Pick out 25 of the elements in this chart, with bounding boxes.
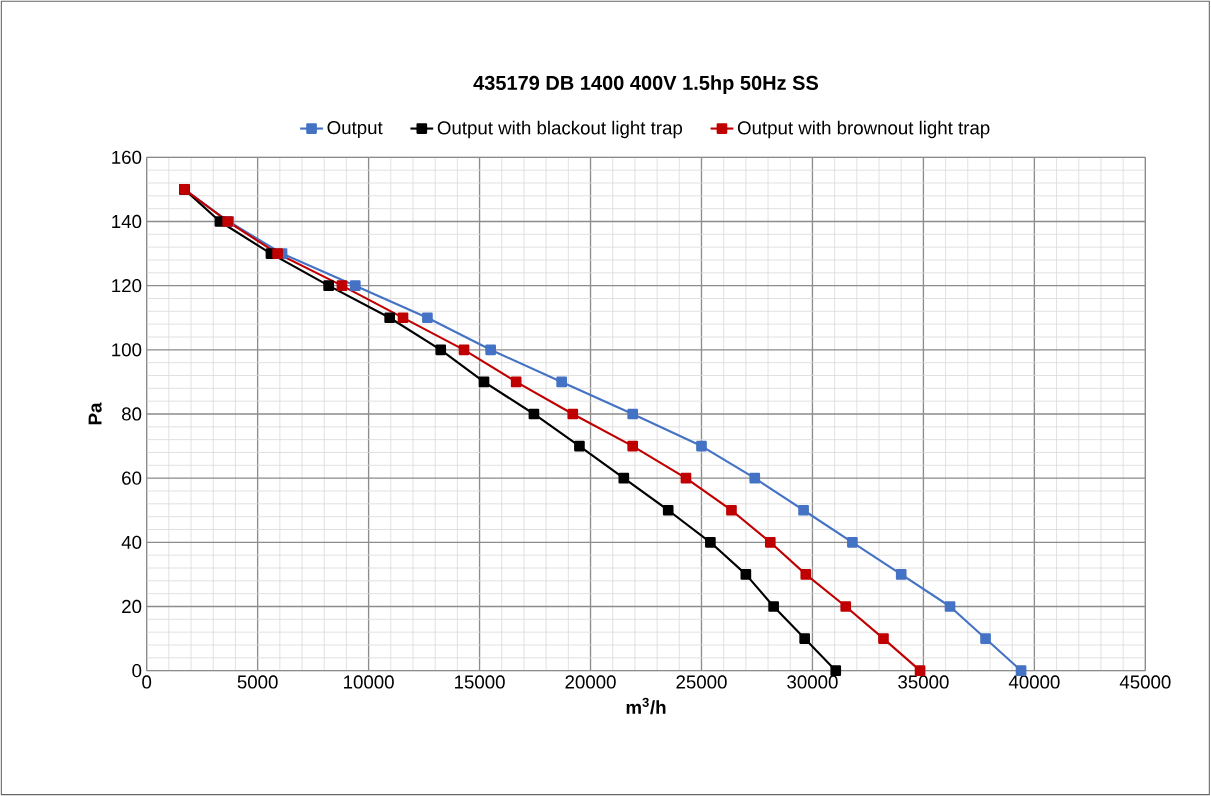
y-tick-label: 40	[121, 535, 142, 549]
x-tick-label: 25000	[676, 675, 727, 689]
y-tick-label: 160	[112, 150, 142, 164]
y-tick-label: 120	[112, 279, 142, 293]
x-tick-label: 30000	[787, 675, 838, 689]
x-tick-label: 20000	[565, 675, 616, 689]
x-tick-label: 45000	[1119, 675, 1171, 689]
legend-label: Output	[327, 121, 383, 138]
y-tick-label: 100	[112, 343, 142, 357]
x-tick-label: 10000	[344, 675, 394, 689]
y-tick-label: 60	[122, 471, 142, 485]
legend-label: Output with blackout light trap	[437, 120, 683, 139]
y-tick-label: 80	[122, 407, 142, 421]
legend-label: Output with brownout light trap	[737, 120, 990, 139]
x-axis-title: m$^{3}$/h	[626, 697, 666, 715]
y-tick-label: 20	[122, 599, 142, 614]
x-tick-label: 40000	[1008, 675, 1060, 689]
x-tick-label: 35000	[898, 675, 949, 689]
y-axis-title: Pa	[88, 402, 102, 425]
chart-title: 435179 DB 1400 400V 1.5hp 50Hz SS	[473, 75, 819, 94]
y-tick-label: 0	[132, 664, 142, 678]
y-tick-label: 140	[112, 214, 142, 229]
x-tick-label: 5000	[237, 675, 278, 689]
x-tick-label: 0	[142, 675, 152, 689]
x-tick-label: 15000	[455, 675, 505, 689]
